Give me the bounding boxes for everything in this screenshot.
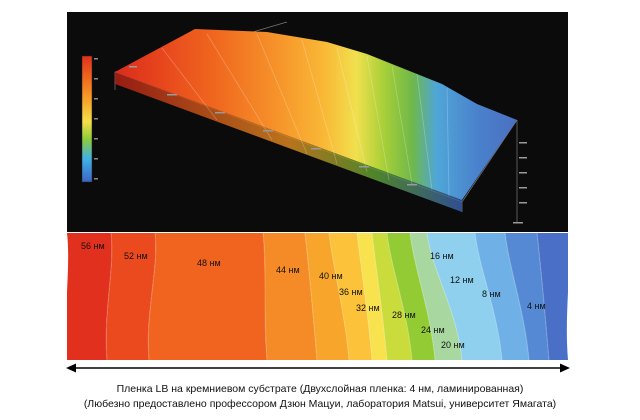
thickness-label: 40 нм [319,271,343,281]
terrace-edges [161,33,450,197]
double-headed-arrow [66,363,570,373]
terrace-edge [426,233,463,360]
thickness-label: 16 нм [430,251,454,261]
terrace-region [106,233,156,360]
terrace-region [410,233,462,360]
terrace-region [357,233,387,360]
surface-side [115,72,462,212]
figure-caption: Пленка LB на кремниевом субстрате (Двухс… [0,382,640,412]
thickness-label: 24 нм [421,325,445,335]
terrace-region [505,233,549,360]
thickness-label: 52 нм [124,251,148,261]
terrace-region [148,233,267,360]
thickness-label: 4 нм [527,301,546,311]
terrace-edge [504,233,530,360]
terrace-edge [356,233,373,360]
terrace-edge [386,233,413,360]
terrace-region [537,233,568,360]
afm-3d-render [67,12,568,232]
colorbar [81,55,93,183]
colorbar-ticks [94,58,98,180]
terrace-edge [328,233,350,360]
thickness-map: 56 нм 52 нм 48 нм 44 нм 40 нм 36 нм 32 нм 28 нм… [67,233,568,360]
terrace-region [67,233,112,360]
terrace-region [475,233,529,360]
surface-top [115,29,517,200]
terrace-edge [371,233,388,360]
axis-ticks [129,66,527,224]
terrace-edge [262,233,268,360]
terrace-edge [304,233,318,360]
terrace-region [387,233,435,360]
terrace-region [263,233,317,360]
caption-line-1: Пленка LB на кремниевом субстрате (Двухс… [116,383,524,395]
terrace-edge [105,233,113,360]
terrace-region [329,233,372,360]
thickness-label: 28 нм [392,310,416,320]
terrace-region [305,233,349,360]
terrace-edge [474,233,503,360]
afm-3d-svg [81,21,527,224]
thickness-label: 36 нм [339,287,363,297]
thickness-label: 32 нм [356,303,380,313]
thickness-label: 20 нм [441,340,465,350]
thickness-label: 12 нм [450,275,474,285]
thickness-label: 56 нм [81,241,105,251]
thickness-label: 44 нм [276,265,300,275]
terrace-region [427,233,502,360]
terrace-edge [536,233,550,360]
caption-line-2: (Любезно предоставлено профессором Дзюн … [83,398,557,410]
thickness-map-svg [67,233,568,360]
thickness-label: 8 нм [482,289,501,299]
terrace-edge [147,233,157,360]
terrace-edge [409,233,436,360]
thickness-label: 48 нм [197,258,221,268]
terrace-region [372,233,412,360]
